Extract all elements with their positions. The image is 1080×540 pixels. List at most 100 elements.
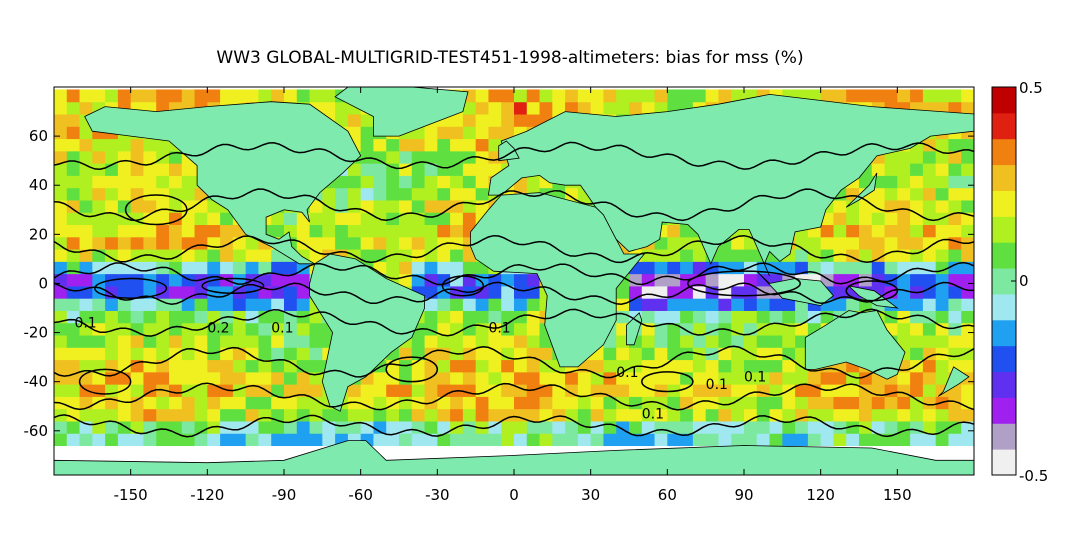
heatmap-cell [692,285,707,299]
heatmap-cell [130,163,144,176]
heatmap-cell [360,175,374,189]
heatmap-cell [232,261,247,275]
heatmap-cell [450,249,464,262]
heatmap-cell [922,224,937,238]
heatmap-cell [961,285,974,299]
heatmap-cell [450,114,464,127]
heatmap-cell [526,396,541,410]
heatmap-cell [258,371,272,385]
heatmap-cell [66,335,81,348]
heatmap-cell [526,359,541,373]
heatmap-cell [910,433,924,447]
heatmap-cell [450,298,464,311]
heatmap-cell [54,163,68,176]
heatmap-cell [782,396,796,410]
heatmap-cell [501,298,515,311]
heatmap-cell [450,224,464,238]
heatmap-cell [897,236,911,250]
heatmap-cell [526,175,541,189]
heatmap-cell [859,236,873,250]
heatmap-cell [705,371,719,385]
heatmap-cell [66,236,81,250]
heatmap-cell [373,175,387,189]
heatmap-cell [769,371,783,385]
heatmap-cell [769,322,783,336]
heatmap-cell [756,371,771,385]
heatmap-cell [935,298,949,311]
colorbar-segment [992,87,1016,114]
heatmap-cell [922,384,937,397]
heatmap-cell [820,261,834,275]
heatmap-cell [156,175,170,189]
colorbar-label: 0.5 [1019,79,1043,97]
heatmap-cell [411,261,426,275]
heatmap-cell [833,396,847,410]
heatmap-cell [769,298,783,311]
heatmap-cell [488,126,502,140]
heatmap-cell [935,335,949,348]
heatmap-cell [488,101,502,115]
heatmap-cell [194,212,208,226]
heatmap-cell [386,224,400,238]
heatmap-cell [296,89,311,103]
heatmap-cell [386,236,400,250]
heatmap-cell [181,175,196,189]
heatmap-cell [820,371,834,385]
heatmap-cell [399,224,413,238]
heatmap-cell [948,249,962,262]
contour-loop [124,194,188,226]
heatmap-cell [897,371,911,385]
heatmap-cell [232,359,247,373]
heatmap-cell [156,163,170,176]
heatmap-cell [296,396,311,410]
heatmap-cell [922,89,937,103]
heatmap-cell [526,335,541,348]
heatmap-cell [680,384,694,397]
heatmap-cell [143,408,157,422]
heatmap-cell [373,236,387,250]
heatmap-cell [117,175,132,189]
heatmap-cell [475,371,489,385]
heatmap-cell [207,249,221,262]
heatmap-cell [641,371,656,385]
heatmap-cell [117,187,132,201]
heatmap-cell [616,420,630,434]
heatmap-cell [373,187,387,201]
heatmap-cell [79,408,93,422]
heatmap-cell [373,396,387,410]
heatmap-cell [181,285,196,299]
heatmap-cell [232,249,247,262]
heatmap-cell [603,359,617,373]
contour-loop [441,275,485,297]
heatmap-cell [54,224,68,238]
heatmap-cell [399,187,413,201]
heatmap-cell [232,310,247,324]
heatmap-cell [641,433,656,447]
heatmap-cell [488,114,502,127]
heatmap-cell [910,199,924,213]
heatmap-cell [641,335,656,348]
heatmap-cell [526,114,541,127]
y-tick-label: -20 [24,324,49,342]
heatmap-cell [347,114,362,127]
heatmap-cell [386,261,400,275]
heatmap-cell [820,89,834,103]
heatmap-cell [910,310,924,324]
heatmap-cell [424,126,438,140]
heatmap-cell [437,163,451,176]
heatmap-cell [66,359,81,373]
heatmap-cell [117,236,132,250]
heatmap-cell [641,89,656,103]
heatmap-cell [130,199,144,213]
heatmap-cell [641,359,656,373]
heatmap-cell [692,359,707,373]
heatmap-cell [399,396,413,410]
heatmap-cell [910,175,924,189]
contour-loop [78,368,132,395]
heatmap-cell [207,212,221,226]
heatmap-cell [948,138,962,152]
heatmap-cell [935,408,949,422]
heatmap-cell [462,163,477,176]
heatmap-cell [437,396,451,410]
heatmap-cell [846,199,860,213]
